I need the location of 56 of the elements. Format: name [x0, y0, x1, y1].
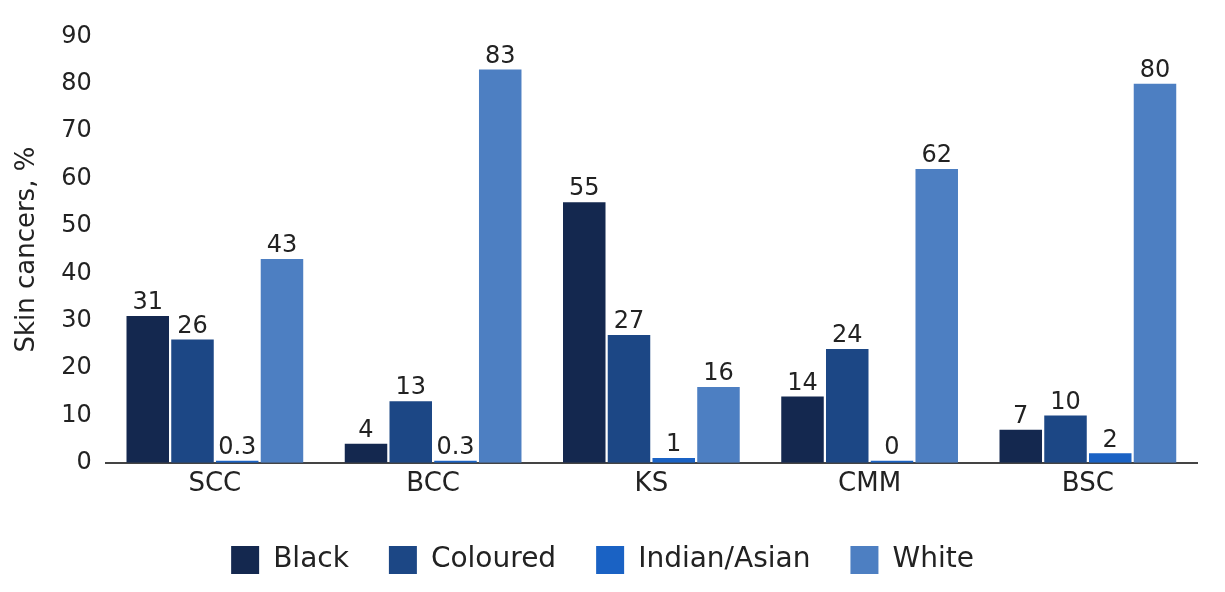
bar: [344, 443, 388, 463]
data-label: 2: [1102, 424, 1118, 453]
bar: [1133, 83, 1177, 463]
data-label: 7: [1013, 400, 1029, 429]
y-tick-label: 10: [61, 399, 92, 428]
data-label: 62: [921, 140, 953, 169]
data-label: 55: [568, 173, 600, 202]
x-tick-label: BSC: [1061, 467, 1114, 498]
x-tick-label: KS: [634, 467, 669, 498]
data-label: 24: [831, 320, 863, 349]
bar: [781, 396, 824, 463]
bar: [126, 315, 170, 463]
bar: [260, 259, 304, 463]
data-label: 14: [787, 367, 818, 396]
legend-label: Black: [273, 541, 350, 575]
bar: [826, 349, 869, 463]
data-label: 0.3: [218, 432, 257, 461]
data-label: 43: [266, 230, 298, 259]
bar: [389, 401, 432, 463]
bar: [1044, 415, 1087, 463]
x-tick-label: BCC: [406, 467, 460, 498]
legend-label: Indian/Asian: [638, 541, 811, 575]
data-label: 31: [132, 287, 164, 316]
bar: [697, 387, 740, 463]
y-tick-label: 50: [61, 210, 92, 239]
bar: [607, 334, 651, 463]
x-tick-label: SCC: [188, 467, 242, 498]
bar: [171, 339, 214, 463]
y-axis-title: Skin cancers, %: [10, 146, 41, 353]
data-label: 0: [884, 432, 900, 461]
data-label: 26: [177, 310, 208, 339]
data-label: 4: [358, 415, 374, 444]
y-tick-label: 0: [76, 447, 92, 476]
data-label: 80: [1139, 55, 1171, 84]
bar: [915, 169, 958, 463]
legend-label: White: [892, 541, 974, 575]
data-label: 0.3: [436, 432, 475, 461]
bar: [478, 69, 522, 463]
data-label: 83: [484, 40, 516, 69]
y-tick-label: 30: [61, 304, 92, 333]
data-label: 1: [666, 429, 682, 458]
y-tick-label: 60: [61, 162, 92, 191]
bar: [563, 202, 606, 463]
bar: [1088, 453, 1132, 463]
y-tick-label: 90: [61, 20, 92, 49]
data-label: 13: [395, 372, 427, 401]
data-label: 27: [613, 306, 645, 335]
data-label: 10: [1050, 386, 1081, 415]
data-label: 16: [703, 358, 734, 387]
y-tick-label: 80: [61, 68, 92, 97]
y-tick-label: 40: [61, 257, 92, 286]
legend-label: Coloured: [430, 541, 557, 575]
y-tick-label: 70: [61, 115, 92, 144]
y-tick-label: 20: [61, 352, 92, 381]
x-tick-label: CMM: [838, 467, 902, 498]
bar: [999, 429, 1043, 463]
